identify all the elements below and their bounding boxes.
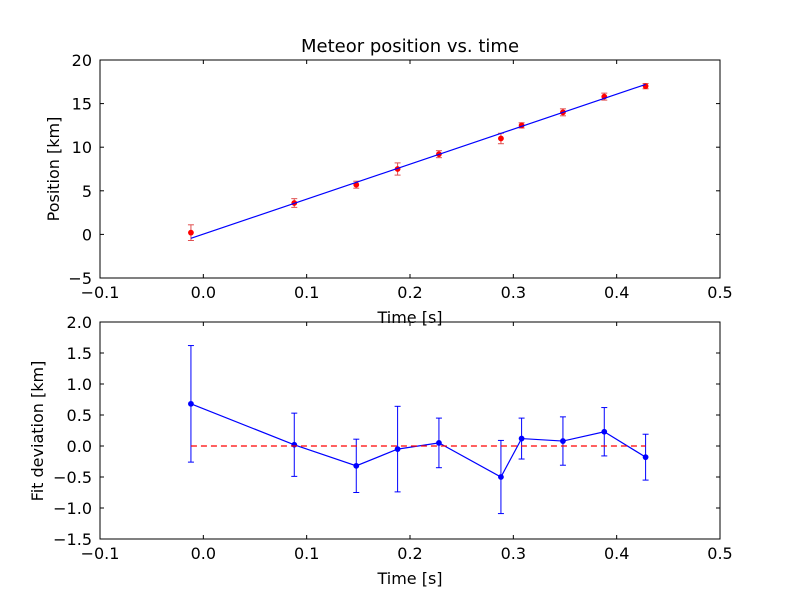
plot-frame xyxy=(99,321,721,540)
y-tick-label: 0.0 xyxy=(67,437,92,456)
y-tick-label: −5 xyxy=(68,269,92,288)
x-tick-label: 0.5 xyxy=(707,283,732,302)
x-tick-label: 0.2 xyxy=(397,283,422,302)
y-axis-label: Fit deviation [km] xyxy=(28,361,47,502)
x-tick-label: 0.3 xyxy=(501,283,526,302)
y-axis-label: Position [km] xyxy=(44,117,63,222)
x-tick-label: 0.2 xyxy=(397,544,422,563)
y-tick-label: 10 xyxy=(72,138,92,157)
fit-line xyxy=(190,83,646,239)
deviation-plot: −0.1 0.0 0.1 0.2 0.3 0.4 0.5 −1.5 −1.0 −0.5 0.0 0.… xyxy=(28,313,733,588)
y-tick-label: 20 xyxy=(72,51,92,70)
x-axis-ticks: −0.1 0.0 0.1 0.2 0.3 0.4 0.5 xyxy=(81,60,733,302)
data-point xyxy=(394,446,401,453)
x-tick-label: 0.0 xyxy=(191,544,216,563)
y-tick-label: −1.5 xyxy=(53,530,92,549)
data-point xyxy=(498,474,504,480)
plot-area xyxy=(187,345,649,515)
x-axis-label: Time [s] xyxy=(376,569,442,588)
y-tick-label: −0.5 xyxy=(53,468,92,487)
y-axis-ticks: −1.5 −1.0 −0.5 0.0 0.5 1.0 1.5 2.0 xyxy=(53,313,720,549)
chart-title: Meteor position vs. time xyxy=(301,36,519,57)
plot-area xyxy=(187,83,649,242)
y-axis-ticks: −5 0 5 10 15 20 xyxy=(68,51,720,288)
y-tick-label: 5 xyxy=(82,182,92,201)
x-tick-label: 0.1 xyxy=(294,283,319,302)
x-axis-ticks: −0.1 0.0 0.1 0.2 0.3 0.4 0.5 xyxy=(81,322,733,563)
x-tick-label: 0.5 xyxy=(707,544,732,563)
data-point xyxy=(560,438,566,444)
x-tick-label: 0.4 xyxy=(604,283,629,302)
y-tick-label: 0.5 xyxy=(67,406,92,425)
data-point xyxy=(436,440,442,446)
x-tick-label: −0.1 xyxy=(81,283,120,302)
x-tick-label: 0.1 xyxy=(294,544,319,563)
data-point xyxy=(498,135,504,142)
y-tick-label: 15 xyxy=(72,95,92,114)
position-plot: Meteor position vs. time −0.1 0.0 0.1 0.2 0.… xyxy=(44,36,733,327)
x-tick-label: 0.3 xyxy=(501,544,526,563)
data-point xyxy=(353,462,360,469)
data-point xyxy=(518,435,525,442)
x-tick-label: 0.0 xyxy=(191,283,216,302)
data-point xyxy=(601,428,608,435)
data-point xyxy=(188,400,194,407)
x-tick-label: 0.4 xyxy=(604,544,629,563)
y-tick-label: −1.0 xyxy=(53,499,92,518)
data-point xyxy=(188,229,194,236)
y-tick-label: 1.5 xyxy=(67,344,92,363)
x-tick-label: −0.1 xyxy=(81,544,120,563)
plot-frame xyxy=(99,59,721,279)
y-tick-label: 1.0 xyxy=(67,375,92,394)
data-point xyxy=(642,454,649,461)
deviation-line xyxy=(190,403,646,478)
y-tick-label: 2.0 xyxy=(67,313,92,332)
y-tick-label: 0 xyxy=(82,225,92,244)
